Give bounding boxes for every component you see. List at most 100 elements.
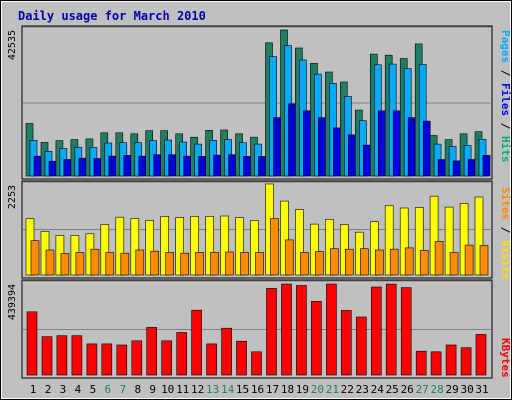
kbytes-bar [370,286,382,376]
kbytes-bar [116,344,128,376]
visits-bar [250,220,259,276]
visits-bar [205,216,214,276]
day-label: 17 [266,383,279,396]
day-label: 24 [371,383,385,396]
day-label: 1 [30,383,37,396]
visits-bar [404,247,414,276]
day-label: 6 [104,383,111,396]
kbytes-bar [460,347,472,376]
day-label: 5 [90,383,97,396]
hits-bar [392,110,401,177]
visits-bar [120,252,130,276]
day-label: 28 [430,383,443,396]
hits-bar [362,144,371,177]
visits-bar [160,216,169,276]
hits-bar [303,110,311,177]
hits-bar [228,154,236,177]
kbytes-bar [86,343,98,376]
visits-bar [419,250,429,276]
kbytes-max-label: 439394 [7,284,18,320]
hits-bar [288,103,296,177]
kbytes-bar [176,332,187,376]
visits-bar [280,200,289,276]
kbytes-bar [56,335,68,376]
day-label: 11 [176,383,189,396]
visits-series-label-part: Visits [499,240,512,280]
hits-series-label-part: Pages [499,30,512,63]
visits-bar [359,248,369,276]
visits-bar [195,252,204,276]
hits-bar [183,155,191,177]
visits-bar [429,195,439,276]
hits-bar [48,160,57,177]
kbytes-bar [355,316,367,376]
visits-bar [90,248,100,276]
kbytes-panel: 439394 KBytes [7,279,512,379]
visits-max-label: 2253 [7,185,18,209]
day-label: 20 [311,383,324,396]
visits-bar [399,207,409,276]
day-label: 18 [281,383,294,396]
kbytes-bar [415,350,427,376]
kbytes-bar [131,340,143,376]
visits-bar [135,249,145,276]
hits-bar [452,160,461,177]
hits-panel: 42535 Pages / Files / Hits [7,25,512,180]
hits-bar [437,159,446,177]
day-label: 4 [75,383,82,396]
hits-bar [377,110,386,177]
visits-bar [190,216,199,276]
kbytes-series-label-part: KBytes [499,338,512,378]
visits-bar [105,252,115,276]
day-label: 25 [386,383,399,396]
visits-bar [300,252,309,276]
day-label: 19 [296,383,309,396]
kbytes-bar [161,340,172,376]
visits-bar [130,218,140,276]
day-label: 22 [341,383,354,396]
kbytes-bar [266,288,277,376]
visits-bar [295,209,304,276]
hits-bar [318,117,326,177]
hits-bar [123,155,132,177]
visits-bar [414,207,424,276]
day-label: 14 [221,383,235,396]
day-axis-labels: 1 2 3 4 5 6 7 8 9 10 11 12 13 14 15 16 17 18 19 20 21 22 23 24 2… [30,383,489,396]
visits-bar [330,248,339,276]
visits-bar [220,215,229,276]
hits-bar [258,156,266,177]
kbytes-bar [281,283,292,376]
hits-bar [333,127,341,177]
visits-bar [150,250,159,276]
visits-bar [389,248,399,276]
hits-bar [273,117,281,177]
day-label: 8 [134,383,141,396]
visits-bar [474,196,484,276]
visits-bar [115,216,125,276]
kbytes-bar [71,335,83,376]
visits-bar [344,248,354,276]
hits-bar [269,56,277,177]
kbytes-bar [475,334,487,376]
hits-bar [422,120,431,177]
hits-series-label-part: / [499,116,512,136]
visits-bar [434,241,444,276]
visits-panel: 2253 Sites / Visits [7,180,512,280]
visits-bar [175,217,184,276]
visits-bar [374,249,384,276]
hits-series-label-part: Hits [499,136,512,163]
kbytes-bar [236,340,247,376]
day-label: 27 [416,383,429,396]
day-label: 16 [251,383,264,396]
hits-bar [93,158,102,177]
visits-bar [75,252,85,276]
day-label: 7 [119,383,126,396]
kbytes-bar [340,310,352,376]
kbytes-bar [430,351,442,376]
day-label: 2 [45,383,52,396]
kbytes-bar [191,309,202,376]
visits-bar [60,253,70,276]
kbytes-bar [311,300,322,376]
